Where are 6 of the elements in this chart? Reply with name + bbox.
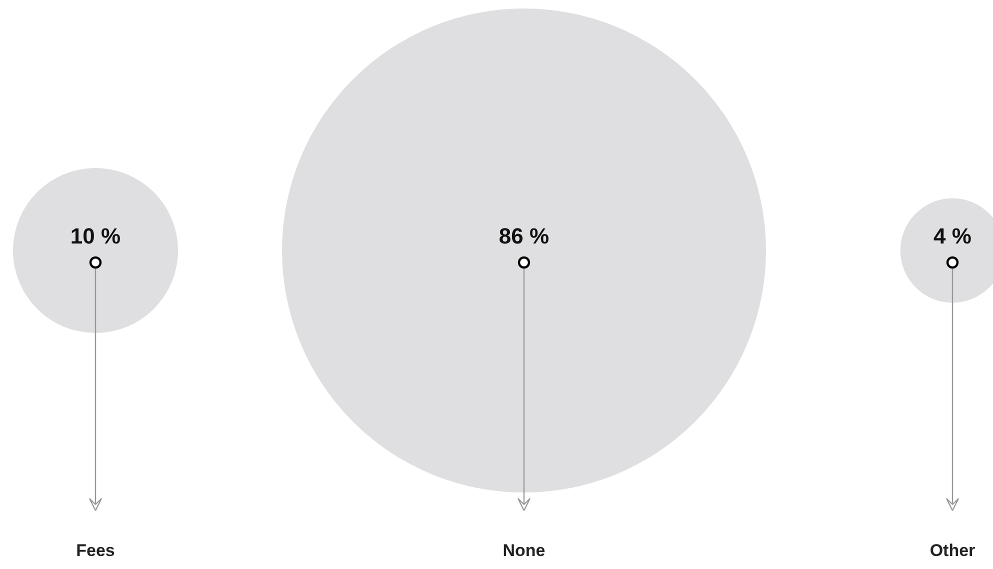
category-label: Other xyxy=(930,541,976,560)
category-label: None xyxy=(502,541,546,560)
data-label: 10 % xyxy=(70,224,121,248)
data-label: 4 % xyxy=(934,224,972,248)
category-label: Fees xyxy=(76,541,115,560)
data-label: 86 % xyxy=(498,224,550,248)
